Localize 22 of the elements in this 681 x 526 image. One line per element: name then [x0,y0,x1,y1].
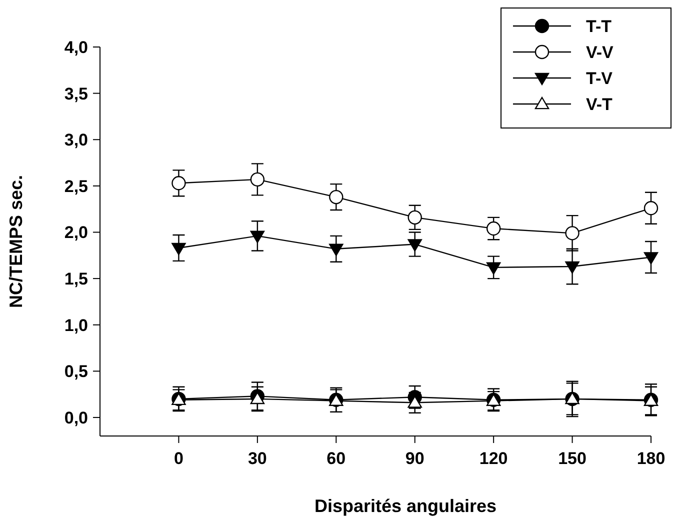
x-tick-label: 150 [558,449,586,468]
y-tick-label: 1,0 [64,316,88,335]
x-tick-label: 30 [248,449,267,468]
x-tick-label: 60 [326,449,346,468]
legend-label: V-V [586,42,614,62]
x-tick-label: 90 [405,449,424,468]
y-tick-label: 1,5 [64,270,88,288]
y-tick-label: 3,0 [64,130,88,150]
legend-label: T-T [586,16,612,36]
x-tick-label: 0 [174,449,184,468]
y-tick-label: 3,5 [64,84,88,104]
y-tick-label: 2,5 [64,176,88,196]
y-tick-label: 4,0 [64,38,88,57]
y-axis-title: NC/TEMPS sec. [6,174,26,308]
x-axis-title: Disparités angulaires [314,496,497,516]
y-tick-label: 2,0 [64,223,88,242]
legend-label: V-T [586,94,614,114]
x-tick-label: 120 [479,449,508,468]
y-tick-label: 0,5 [64,362,88,382]
legend-label: T-V [586,68,614,88]
y-tick-label: 0,0 [64,408,88,428]
x-tick-label: 180 [636,449,666,468]
